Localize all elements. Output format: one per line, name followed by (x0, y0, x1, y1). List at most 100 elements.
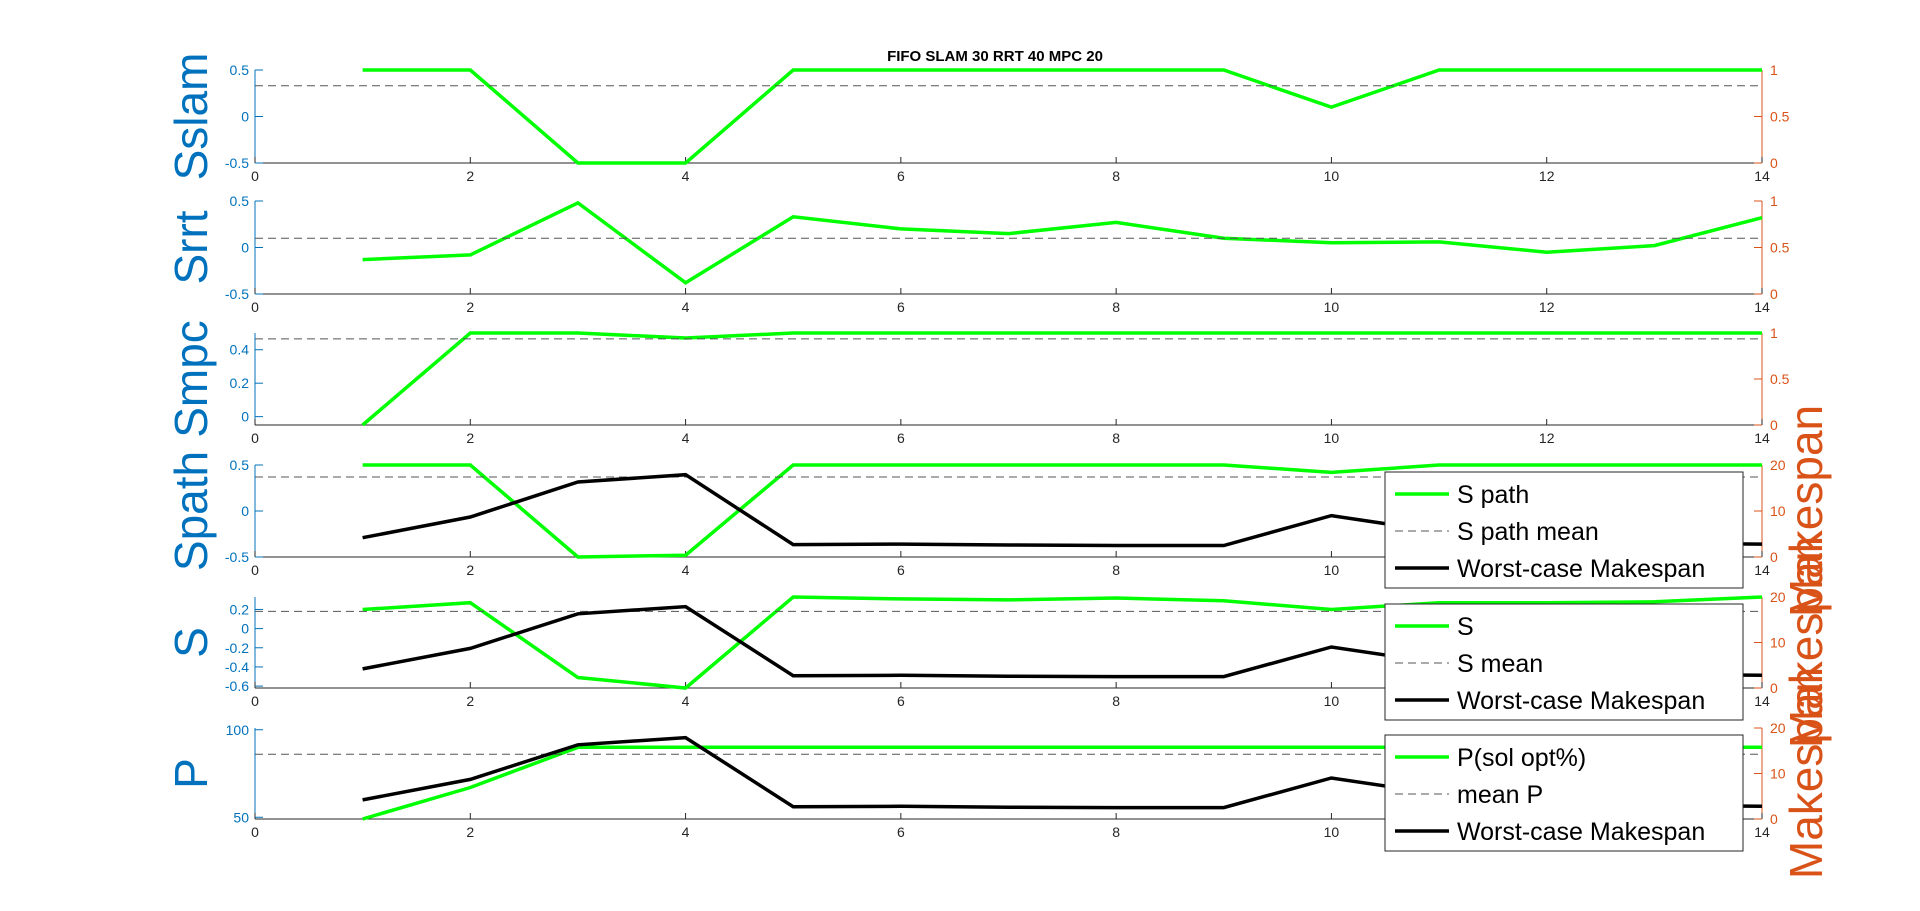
y2-tick-label: 0 (1770, 417, 1778, 433)
x-tick-label: 14 (1754, 562, 1770, 578)
right-axis-label: Makespan (1780, 667, 1832, 879)
legend-entry: S mean (1457, 650, 1543, 678)
x-tick-label: 8 (1112, 430, 1120, 446)
y2-tick-label: 0 (1770, 811, 1778, 827)
legend-entry: P(sol opt%) (1457, 744, 1586, 772)
x-tick-label: 4 (682, 430, 690, 446)
x-tick-label: 10 (1324, 168, 1340, 184)
legend-entry: Worst-case Makespan (1457, 555, 1705, 583)
series-line-s (362, 595, 1763, 690)
y-tick-label: 0.2 (230, 601, 250, 617)
x-tick-label: 12 (1539, 430, 1555, 446)
x-tick-label: 6 (897, 693, 905, 709)
x-tick-label: 10 (1324, 693, 1340, 709)
y2-tick-label: 10 (1770, 635, 1786, 651)
y-tick-label: -0.2 (225, 640, 249, 656)
figure-title: FIFO SLAM 30 RRT 40 MPC 20 (887, 48, 1103, 65)
legend-entry: S path (1457, 481, 1529, 509)
x-tick-label: 4 (682, 824, 690, 840)
series-line-data (361, 331, 1762, 427)
y2-tick-label: 1 (1770, 325, 1778, 341)
x-tick-label: 14 (1754, 299, 1770, 315)
x-tick-label: 8 (1112, 562, 1120, 578)
y-tick-label: 0.5 (230, 62, 250, 78)
x-tick-label: 12 (1539, 168, 1555, 184)
x-tick-label: 2 (466, 693, 474, 709)
legend-entry: S (1457, 613, 1474, 641)
x-tick-label: 8 (1112, 824, 1120, 840)
y2-tick-label: 0.5 (1770, 240, 1790, 256)
x-tick-label: 0 (251, 299, 259, 315)
x-tick-label: 2 (466, 824, 474, 840)
y-tick-label: 0 (241, 409, 249, 425)
legend-entry: S path mean (1457, 518, 1599, 546)
y2-tick-label: 10 (1770, 766, 1786, 782)
y-axis-label: Srrt (165, 210, 217, 284)
x-tick-label: 8 (1112, 693, 1120, 709)
x-tick-label: 8 (1112, 299, 1120, 315)
legend-entry: Worst-case Makespan (1457, 818, 1705, 846)
y-tick-label: 0.4 (230, 342, 250, 358)
x-tick-label: 6 (897, 430, 905, 446)
legend: S S mean Worst-case Makespan (1384, 603, 1744, 721)
x-tick-label: 12 (1539, 299, 1555, 315)
y-tick-label: -0.5 (225, 155, 249, 171)
x-tick-label: 10 (1324, 824, 1340, 840)
y-tick-label: 50 (233, 809, 249, 825)
y-tick-label: 0 (241, 621, 249, 637)
y-tick-label: 0.2 (230, 375, 250, 391)
legend: P(sol opt%) mean P Worst-case Makespan (1384, 734, 1744, 852)
y-tick-label: -0.5 (225, 286, 249, 302)
y2-tick-label: 1 (1770, 193, 1778, 209)
x-tick-label: 6 (897, 562, 905, 578)
x-tick-label: 4 (682, 693, 690, 709)
x-tick-label: 10 (1324, 430, 1340, 446)
legend-entry: Worst-case Makespan (1457, 687, 1705, 715)
y2-tick-label: 0.5 (1770, 109, 1790, 125)
series-line-data (362, 200, 1763, 285)
x-tick-label: 4 (682, 168, 690, 184)
y-tick-label: 0.5 (230, 457, 250, 473)
y-axis-label: Spath (165, 451, 217, 571)
x-tick-label: 2 (466, 562, 474, 578)
y2-tick-label: 20 (1770, 589, 1786, 605)
x-tick-label: 2 (466, 168, 474, 184)
x-tick-label: 6 (897, 299, 905, 315)
y-axis-label: Smpc (165, 320, 217, 438)
y2-tick-label: 0 (1770, 155, 1778, 171)
x-tick-label: 6 (897, 168, 905, 184)
x-tick-label: 0 (251, 693, 259, 709)
x-tick-label: 4 (682, 299, 690, 315)
y-tick-label: 0.5 (230, 193, 250, 209)
x-tick-label: 14 (1754, 168, 1770, 184)
y-tick-label: 0 (241, 240, 249, 256)
x-tick-label: 14 (1754, 824, 1770, 840)
y2-tick-label: 0 (1770, 549, 1778, 565)
y-axis-label: S (165, 627, 217, 658)
y-tick-label: -0.5 (225, 549, 249, 565)
x-tick-label: 10 (1324, 299, 1340, 315)
y-tick-label: -0.4 (225, 659, 249, 675)
right-axis-label: Makespan (1780, 536, 1832, 748)
right-axis-label: Makespan (1780, 405, 1832, 617)
y-axis-label: Sslam (165, 53, 217, 181)
y-tick-label: 100 (226, 722, 250, 738)
series-line-s-path (362, 463, 1762, 559)
x-tick-label: 2 (466, 299, 474, 315)
y-axis-label: P (165, 758, 217, 789)
x-tick-label: 0 (251, 824, 259, 840)
x-tick-label: 4 (682, 562, 690, 578)
x-tick-label: 2 (466, 430, 474, 446)
x-tick-label: 14 (1754, 430, 1770, 446)
y2-tick-label: 20 (1770, 720, 1786, 736)
y2-tick-label: 0 (1770, 286, 1778, 302)
x-tick-label: 0 (251, 562, 259, 578)
y2-tick-label: 0 (1770, 680, 1778, 696)
y2-tick-label: 0.5 (1770, 371, 1790, 387)
x-tick-label: 10 (1324, 562, 1340, 578)
